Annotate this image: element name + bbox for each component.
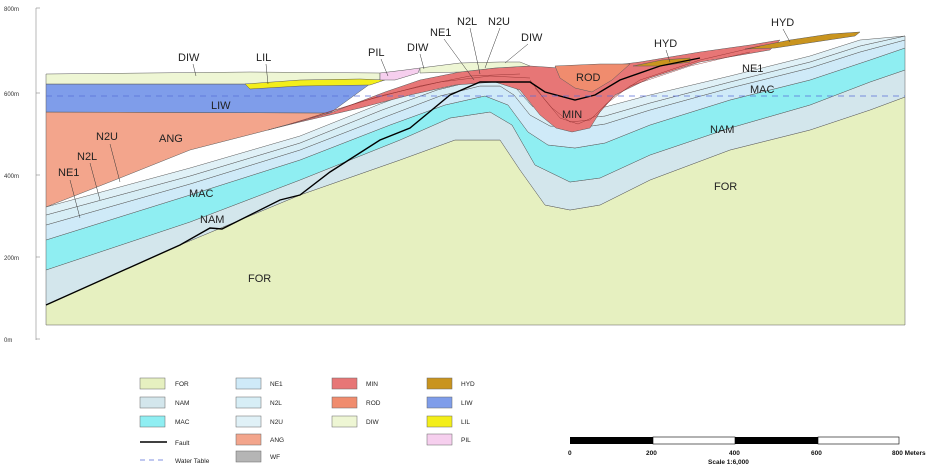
label-LIW: LIW	[211, 100, 231, 112]
legend-swatch-LIL	[426, 415, 453, 428]
scale-bar: 0 200 400 600 800 Meters Scale 1:6,000	[568, 436, 926, 466]
legend-label-NE1: NE1	[270, 381, 283, 388]
label-NAM-right: NAM	[710, 124, 734, 136]
label-LIL: LIL	[256, 52, 271, 64]
legend-label-N2L: N2L	[270, 400, 282, 407]
legend-label-WF: WF	[270, 454, 280, 461]
legend-swatch-PIL	[426, 433, 453, 446]
label-N2U-top: N2U	[488, 16, 510, 28]
y-tick-600: 600m	[4, 92, 19, 98]
legend-label-N2U: N2U	[270, 419, 283, 426]
legend-label-MIN: MIN	[366, 381, 378, 388]
label-MAC-right: MAC	[750, 84, 775, 96]
legend-label-PIL: PIL	[461, 437, 471, 444]
thrust-layering	[289, 45, 761, 125]
label-DIW-mid: DIW	[407, 42, 429, 54]
legend-label-LIW: LIW	[461, 400, 473, 407]
label-HYD-mid: HYD	[654, 38, 677, 50]
legend-swatch-WF	[235, 450, 262, 463]
legend-label-ANG: ANG	[270, 437, 284, 444]
unit-HYD-right	[744, 31, 861, 50]
label-HYD-right: HYD	[771, 17, 794, 29]
unit-LIW	[45, 83, 371, 114]
legend-label-water-table: Water Table	[175, 458, 210, 465]
unit-PIL	[379, 67, 421, 81]
legend-swatch-NAM	[139, 396, 166, 409]
scale-tick-200: 200	[646, 450, 657, 457]
legend-label-fault: Fault	[175, 440, 190, 447]
legend-label-HYD: HYD	[461, 381, 475, 388]
label-N2U-left: N2U	[96, 131, 118, 143]
y-tick-200: 200m	[4, 256, 19, 262]
legend-swatch-LIW	[426, 396, 453, 409]
legend-swatch-NE1	[235, 377, 262, 390]
label-leaders	[69, 27, 791, 219]
legend-label-DIW: DIW	[366, 419, 380, 426]
legend-swatch-MAC	[139, 415, 166, 428]
y-axis: 800m 600m 400m 200m 0m	[4, 7, 40, 344]
scale-tick-800: 800 Meters	[892, 450, 926, 457]
scale-tick-400: 400	[729, 450, 740, 457]
legend-swatch-ROD	[331, 396, 358, 409]
label-NE1-top: NE1	[430, 27, 451, 39]
label-MAC-left: MAC	[189, 188, 214, 200]
scale-seg-2	[652, 436, 736, 445]
legend-swatch-MIN	[331, 377, 358, 390]
label-ANG: ANG	[159, 133, 183, 145]
fault-line	[45, 57, 701, 306]
label-FOR-right: FOR	[714, 181, 737, 193]
label-NAM-left: NAM	[200, 214, 224, 226]
legend-swatch-ANG	[235, 433, 262, 446]
label-PIL: PIL	[368, 47, 385, 59]
legend-label-ROD: ROD	[366, 400, 381, 407]
legend-label-MAC: MAC	[175, 419, 190, 426]
legend-swatch-DIW	[331, 415, 358, 428]
section-labels: DIW LIL PIL DIW NE1 N2L N2U DIW HYD HYD …	[58, 16, 794, 285]
y-tick-400: 400m	[4, 174, 19, 180]
label-DIW-right: DIW	[521, 32, 543, 44]
legend: FOR NAM MAC Fault Water Table NE1 N2L N2…	[139, 377, 475, 465]
unit-DIW-top	[419, 61, 531, 74]
label-ROD: ROD	[576, 72, 601, 84]
label-N2L-top: N2L	[457, 16, 477, 28]
legend-label-FOR: FOR	[175, 381, 189, 388]
scale-seg-3	[735, 437, 818, 444]
scale-tick-0: 0	[568, 450, 572, 457]
legend-swatch-FOR	[139, 377, 166, 390]
legend-swatch-HYD	[426, 377, 453, 390]
scale-caption: Scale 1:6,000	[708, 459, 749, 466]
label-FOR-left: FOR	[248, 273, 271, 285]
y-tick-800: 800m	[4, 7, 19, 13]
y-tick-0: 0m	[4, 338, 12, 344]
legend-swatch-N2L	[235, 396, 262, 409]
units	[45, 31, 906, 326]
label-NE1-left: NE1	[58, 167, 79, 179]
label-DIW-left: DIW	[178, 52, 200, 64]
legend-label-LIL: LIL	[461, 419, 470, 426]
label-MIN: MIN	[562, 109, 582, 121]
scale-seg-4	[817, 436, 900, 445]
scale-seg-1	[570, 437, 653, 444]
unit-LIL	[244, 78, 386, 90]
label-NE1-right: NE1	[742, 63, 763, 75]
legend-swatch-N2U	[235, 415, 262, 428]
unit-ROD	[554, 63, 631, 93]
label-N2L-left: N2L	[77, 151, 97, 163]
legend-label-NAM: NAM	[175, 400, 189, 407]
scale-tick-600: 600	[811, 450, 822, 457]
